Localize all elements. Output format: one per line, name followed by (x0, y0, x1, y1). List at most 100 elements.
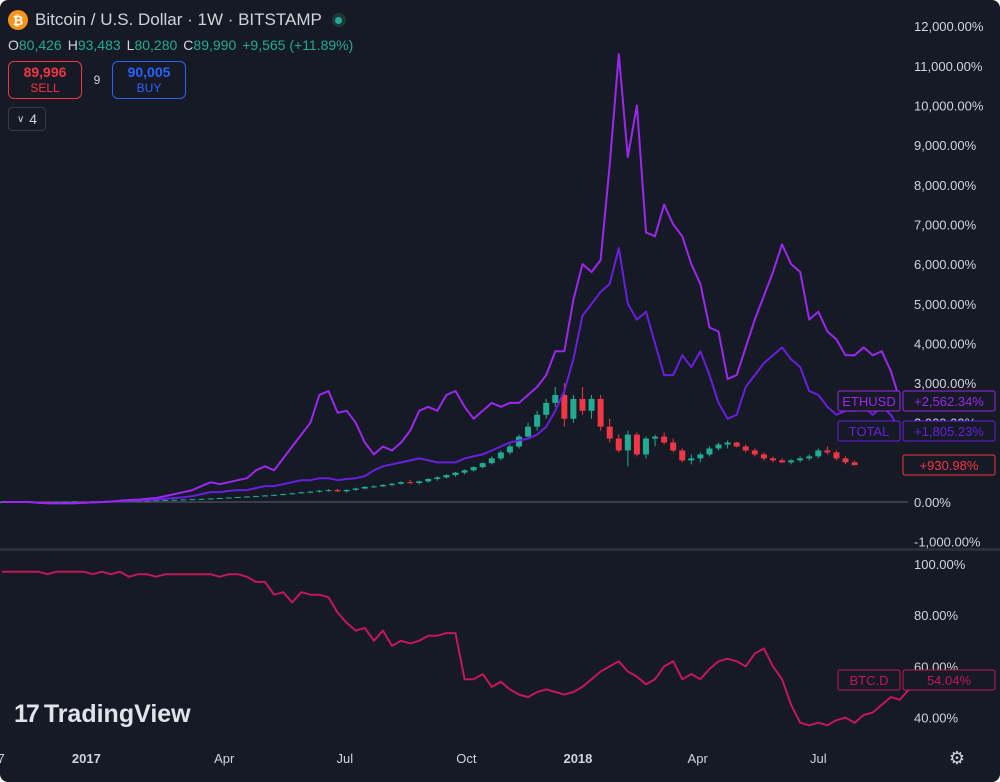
candle-body (615, 438, 622, 451)
candle-body (806, 456, 813, 459)
y-tick-label: 5,000.00% (914, 297, 977, 312)
y-tick-label: 3,000.00% (914, 376, 977, 391)
low-value: 80,280 (134, 37, 178, 53)
y-tick-label: 12,000.00% (914, 19, 984, 34)
candle-body (198, 498, 205, 500)
sell-button[interactable]: 89,996 SELL (8, 61, 82, 99)
candle-body (688, 458, 695, 461)
chart-header: ₿ Bitcoin / U.S. Dollar · 1W · BITSTAMP … (8, 8, 359, 131)
candle-body (62, 501, 69, 503)
candle-body (661, 436, 668, 443)
candle-body (697, 454, 704, 459)
btcd-name-label: BTC.D (850, 673, 889, 688)
x-tick-label: Jul (337, 751, 354, 766)
candle-body (470, 467, 477, 471)
candle-body (379, 484, 386, 487)
total-value-label: +1,805.23% (914, 424, 984, 439)
candle-body (525, 426, 532, 437)
candle-body (552, 394, 559, 403)
candle-body (189, 499, 196, 501)
buy-button[interactable]: 90,005 BUY (112, 61, 186, 99)
candle-body (307, 491, 314, 493)
candle-body (760, 454, 767, 459)
open-value: 80,426 (18, 37, 62, 53)
candle-body (361, 486, 368, 489)
total-name-box (837, 420, 901, 442)
x-tick-label: Apr (688, 751, 709, 766)
high-label: H (67, 37, 78, 53)
candle-body (407, 482, 414, 484)
y-tick-label: 9,000.00% (914, 138, 977, 153)
x-tick-label: Oct (456, 751, 477, 766)
candle-body (751, 450, 758, 455)
candle-body (642, 438, 649, 455)
candle-body (479, 463, 486, 468)
candle-body (715, 444, 722, 449)
ethusd-name-box (837, 390, 901, 412)
candle-body (742, 446, 749, 451)
symbol-title-row[interactable]: ₿ Bitcoin / U.S. Dollar · 1W · BITSTAMP (8, 8, 359, 32)
total-value-box (902, 420, 996, 442)
sell-label: SELL (30, 81, 60, 95)
candle-body (788, 460, 795, 463)
candle-body (71, 501, 78, 503)
btcusd-value-box (902, 454, 996, 476)
high-value: 93,483 (77, 37, 121, 53)
symbol-title[interactable]: Bitcoin / U.S. Dollar · 1W · BITSTAMP (35, 10, 322, 29)
candle-body (370, 486, 377, 488)
y-tick-label: 7,000.00% (914, 217, 977, 232)
candle-body (352, 488, 359, 490)
candle-body (243, 496, 250, 498)
x-tick-label: 2018 (563, 751, 592, 766)
candle-body (561, 394, 568, 419)
candle-body (534, 414, 541, 427)
candle-body (316, 490, 323, 492)
candle-body (779, 460, 786, 463)
candle-body (851, 462, 858, 466)
candle-body (461, 470, 468, 473)
candle-body (769, 458, 776, 461)
candle-body (271, 494, 278, 496)
candle-body (488, 458, 495, 464)
y-tick-label: 80.00% (914, 608, 959, 623)
sell-price: 89,996 (23, 64, 67, 80)
market-status-icon[interactable] (331, 13, 346, 27)
gear-icon[interactable]: ⚙ (948, 747, 966, 768)
x-tick-label: Apr (214, 751, 235, 766)
candle-body (452, 472, 459, 476)
tradingview-logo[interactable]: 17 TradingView (14, 700, 191, 729)
candle-body (207, 498, 214, 500)
candle-body (280, 494, 287, 496)
btcd-name-box (837, 669, 901, 691)
candle-body (815, 450, 822, 457)
candle-body (53, 501, 60, 503)
candle-body (443, 475, 450, 478)
candle-body (298, 492, 305, 494)
indicators-toggle-button[interactable]: ∨ 4 (8, 107, 46, 131)
candle-body (706, 448, 713, 455)
y-tick-label: 10,000.00% (914, 99, 984, 114)
total-series-line (2, 247, 901, 505)
candle-body (606, 426, 613, 439)
candle-body (842, 458, 849, 463)
ethusd-name-label: ETHUSD (842, 394, 895, 409)
ethusd-value-box (902, 390, 996, 412)
low-label: L (126, 37, 135, 53)
candle-body (824, 450, 831, 453)
candle-body (670, 442, 677, 451)
btcd-value-box (902, 669, 996, 691)
candle-body (162, 499, 169, 501)
x-tick-label: 2017 (72, 751, 101, 766)
change-value: +9,565 (+11.89%) (242, 37, 354, 53)
candle-body (252, 496, 259, 498)
candle-body (633, 434, 640, 455)
candle-body (44, 501, 51, 503)
buy-label: BUY (136, 81, 162, 95)
btcusd-value-label: +930.98% (920, 458, 979, 473)
pane-separator (0, 548, 1000, 551)
candle-body (833, 452, 840, 459)
candle-body (416, 481, 423, 483)
candle-body (543, 402, 550, 415)
